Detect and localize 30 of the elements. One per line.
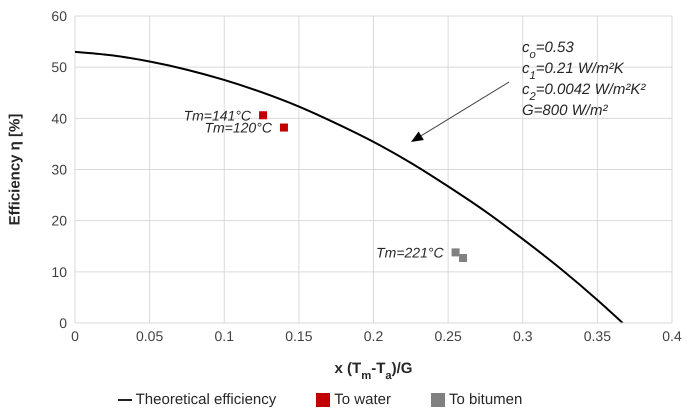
point [459, 254, 468, 262]
y-axis-title: Efficiency η [%] [6, 114, 24, 226]
x-tick-label: 0.4 [662, 328, 682, 344]
y-tick-label: 0 [59, 314, 68, 331]
annotation: c$_{1}$=0.21 W/m²K [522, 60, 625, 82]
point [280, 124, 288, 132]
x-tick-label: 0.25 [434, 328, 462, 344]
y-tick-label: 50 [51, 59, 68, 76]
annotation: c$_{2}$=0.0042 W/m²K² [522, 81, 646, 103]
annotation: G=800 W/m² [522, 102, 608, 119]
x-tick-label: 0.35 [584, 328, 612, 344]
x-axis-title: x (T$_{m}$-T$_{a}$)/G [334, 360, 412, 382]
legend-label: To water [334, 391, 391, 408]
y-tick-label: 40 [51, 110, 68, 126]
y-tick-label: 60 [51, 8, 68, 24]
x-tick-label: 0.3 [513, 328, 533, 344]
point [452, 248, 460, 256]
y-tick-label: 10 [51, 264, 68, 280]
x-tick-label: 0.1 [214, 328, 234, 344]
legend-label: Theoretical efficiency [136, 391, 276, 408]
x-tick-label: 0.05 [136, 328, 164, 344]
y-tick-label: 30 [51, 161, 68, 178]
x-tick-label: 0.15 [285, 328, 313, 344]
x-tick-label: 0 [71, 328, 80, 344]
y-tick-label: 20 [51, 212, 68, 229]
annotation: c$_{o}$=0.53 [522, 39, 574, 61]
annotation: Tm=221°C [376, 244, 444, 260]
legend-label: To bitumen [448, 391, 522, 408]
x-tick-label: 0.2 [364, 328, 384, 344]
point [259, 111, 268, 120]
